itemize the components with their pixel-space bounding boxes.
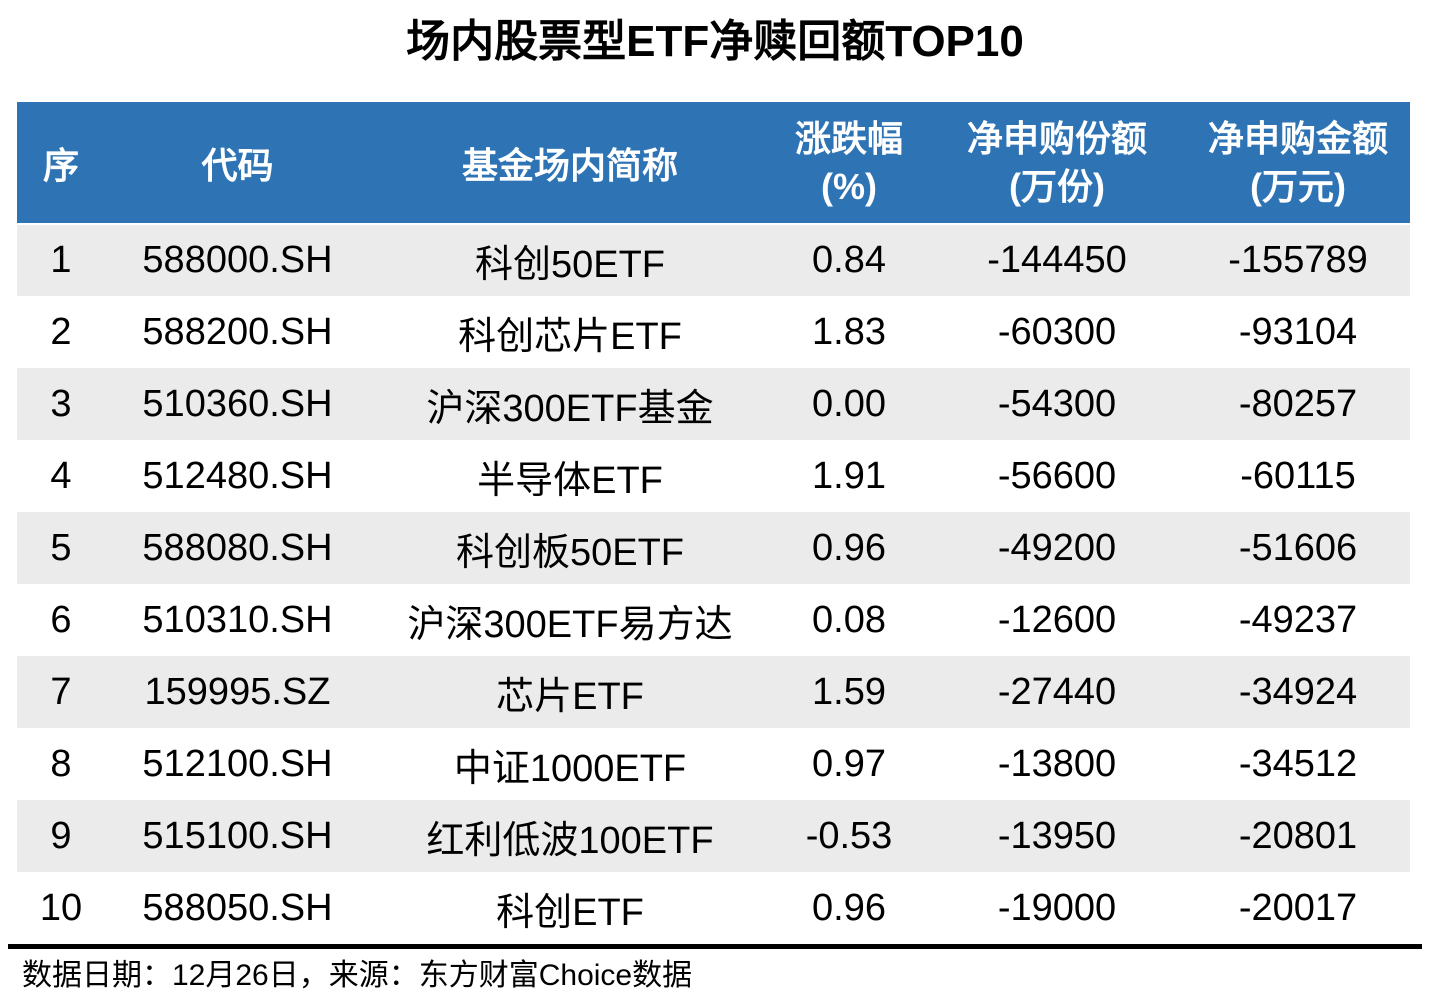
col-header-net-shares-line2: (万份) — [1009, 165, 1105, 207]
table-row: 5 588080.SH 科创板50ETF 0.96 -49200 -51606 — [17, 512, 1410, 584]
cell-fund-name: 芯片ETF — [370, 656, 770, 728]
cell-change: 0.97 — [812, 742, 886, 785]
cell-code: 588000.SH — [105, 224, 370, 296]
table-header-row: 序 代码 基金场内简称 涨跌幅 (%) 净申购份额 (万份) 净申购金额 (万元… — [17, 102, 1410, 225]
cell-code: 515100.SH — [105, 800, 370, 872]
cell-change: 1.59 — [770, 656, 928, 728]
col-header-net-amount: 净申购金额 (万元) — [1186, 102, 1410, 225]
cell-rank: 5 — [17, 512, 105, 584]
cell-rank: 10 — [39, 886, 83, 929]
cell-net-shares: -19000 — [997, 886, 1117, 929]
cell-net-amount: -34924 — [1186, 656, 1410, 728]
col-header-change: 涨跌幅 (%) — [770, 102, 928, 225]
cell-change: 0.96 — [812, 886, 886, 929]
cell-change: 0.08 — [812, 598, 886, 641]
cell-change: 0.00 — [770, 368, 928, 440]
cell-change: 0.96 — [770, 512, 928, 584]
cell-fund-name: 科创芯片ETF — [458, 315, 682, 358]
cell-code: 588050.SH — [142, 886, 333, 929]
cell-fund-name: 沪深300ETF易方达 — [407, 603, 733, 646]
col-header-net-amount-line1: 净申购金额 — [1207, 117, 1388, 159]
cell-net-shares: -13800 — [997, 742, 1117, 785]
cell-net-shares: -60300 — [997, 310, 1117, 353]
cell-code: 512100.SH — [142, 742, 333, 785]
cell-change: -0.53 — [770, 800, 928, 872]
cell-rank: 6 — [50, 598, 72, 641]
table-body: 1 588000.SH 科创50ETF 0.84 -144450 -155789… — [17, 224, 1410, 944]
cell-code: 510360.SH — [105, 368, 370, 440]
cell-net-shares: -13950 — [928, 800, 1186, 872]
cell-rank: 3 — [17, 368, 105, 440]
col-header-change-line2: (%) — [821, 165, 877, 207]
footer: 数据日期：12月26日，来源：东方财富Choice数据 — [8, 944, 1422, 994]
etf-table: 序 代码 基金场内简称 涨跌幅 (%) 净申购份额 (万份) 净申购金额 (万元… — [17, 102, 1410, 944]
table-row: 2 588200.SH 科创芯片ETF 1.83 -60300 -93104 — [17, 296, 1410, 368]
cell-net-amount: -93104 — [1238, 310, 1358, 353]
cell-net-amount: -51606 — [1186, 512, 1410, 584]
cell-rank: 4 — [50, 454, 72, 497]
cell-change: 1.83 — [812, 310, 886, 353]
cell-net-amount: -80257 — [1186, 368, 1410, 440]
cell-code: 588200.SH — [142, 310, 333, 353]
cell-net-shares: -27440 — [928, 656, 1186, 728]
cell-net-amount: -49237 — [1238, 598, 1358, 641]
cell-rank: 7 — [17, 656, 105, 728]
page-title: 场内股票型ETF净赎回额TOP10 — [406, 17, 1024, 66]
col-header-net-amount-line2: (万元) — [1250, 165, 1346, 207]
table-row: 7 159995.SZ 芯片ETF 1.59 -27440 -34924 — [17, 656, 1410, 728]
cell-rank: 1 — [17, 224, 105, 296]
cell-net-shares: -54300 — [928, 368, 1186, 440]
cell-net-amount: -60115 — [1240, 454, 1356, 497]
cell-change: 1.91 — [812, 454, 886, 497]
cell-net-shares: -12600 — [997, 598, 1117, 641]
cell-code: 512480.SH — [142, 454, 333, 497]
cell-fund-name: 中证1000ETF — [453, 747, 687, 790]
cell-net-shares: -56600 — [997, 454, 1117, 497]
cell-net-amount: -20801 — [1186, 800, 1410, 872]
cell-fund-name: 科创ETF — [496, 891, 644, 934]
col-header-fund-name: 基金场内简称 — [370, 102, 770, 225]
cell-net-shares: -144450 — [928, 224, 1186, 296]
cell-fund-name: 科创50ETF — [370, 224, 770, 296]
cell-code: 510310.SH — [142, 598, 333, 641]
col-header-rank: 序 — [17, 102, 105, 225]
col-header-net-shares: 净申购份额 (万份) — [928, 102, 1186, 225]
cell-net-shares: -49200 — [928, 512, 1186, 584]
cell-change: 0.84 — [770, 224, 928, 296]
cell-rank: 8 — [50, 742, 72, 785]
col-header-net-shares-line1: 净申购份额 — [966, 117, 1147, 159]
table-row: 1 588000.SH 科创50ETF 0.84 -144450 -155789 — [17, 224, 1410, 296]
table-row: 9 515100.SH 红利低波100ETF -0.53 -13950 -208… — [17, 800, 1410, 872]
table-row: 10 588050.SH 科创ETF 0.96 -19000 -20017 — [17, 872, 1410, 944]
cell-code: 159995.SZ — [105, 656, 370, 728]
table-row: 4 512480.SH 半导体ETF 1.91 -56600 -60115 — [17, 440, 1410, 512]
table-row: 8 512100.SH 中证1000ETF 0.97 -13800 -34512 — [17, 728, 1410, 800]
cell-fund-name: 红利低波100ETF — [370, 800, 770, 872]
col-header-code: 代码 — [105, 102, 370, 225]
cell-rank: 9 — [17, 800, 105, 872]
cell-net-amount: -34512 — [1238, 742, 1358, 785]
table-row: 6 510310.SH 沪深300ETF易方达 0.08 -12600 -492… — [17, 584, 1410, 656]
col-header-change-line1: 涨跌幅 — [794, 117, 903, 159]
cell-fund-name: 沪深300ETF基金 — [370, 368, 770, 440]
cell-net-amount: -155789 — [1186, 224, 1410, 296]
cell-rank: 2 — [50, 310, 72, 353]
cell-net-amount: -20017 — [1238, 886, 1358, 929]
cell-fund-name: 半导体ETF — [477, 459, 663, 502]
source-note: 数据日期：12月26日，来源：东方财富Choice数据 — [22, 959, 693, 992]
table-row: 3 510360.SH 沪深300ETF基金 0.00 -54300 -8025… — [17, 368, 1410, 440]
table-header: 序 代码 基金场内简称 涨跌幅 (%) 净申购份额 (万份) 净申购金额 (万元… — [17, 102, 1410, 225]
cell-fund-name: 科创板50ETF — [370, 512, 770, 584]
cell-code: 588080.SH — [105, 512, 370, 584]
